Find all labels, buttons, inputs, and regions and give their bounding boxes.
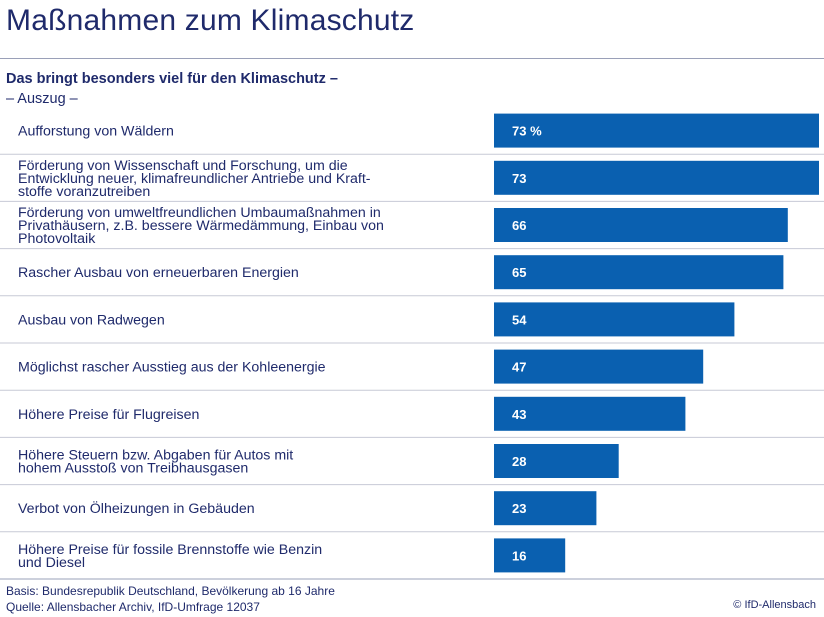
- bar-value-label: 16: [512, 548, 526, 563]
- bar: [494, 160, 819, 195]
- category-label: Möglichst rascher Ausstieg aus der Kohle…: [18, 360, 326, 376]
- bar-value-label: 47: [512, 360, 526, 375]
- bar-value-label: 23: [512, 501, 526, 516]
- basis-note: Basis: Bundesrepublik Deutschland, Bevöl…: [6, 584, 335, 598]
- copyright-credit: © IfD-Allensbach: [733, 599, 816, 611]
- chart-footer: Basis: Bundesrepublik Deutschland, Bevöl…: [6, 584, 335, 615]
- bar: [494, 396, 686, 431]
- category-label: Höhere Steuern bzw. Abgaben für Autos mi…: [18, 448, 293, 477]
- bar-value-label: 66: [512, 218, 526, 233]
- bar-value-label: 43: [512, 407, 526, 422]
- bar: [494, 538, 566, 573]
- title-divider: [0, 58, 824, 59]
- excerpt-note: – Auszug –: [6, 91, 78, 107]
- bar: [494, 208, 788, 242]
- category-label: Rascher Ausbau von erneuerbaren Energien: [18, 265, 299, 281]
- category-label: Höhere Preise für fossile Brennstoffe wi…: [18, 542, 322, 571]
- bar: [494, 113, 819, 148]
- category-label: Förderung von umweltfreundlichen Umbauma…: [18, 205, 384, 247]
- bar: [494, 349, 704, 384]
- bar: [494, 255, 784, 290]
- bar-value-label: 54: [512, 312, 527, 327]
- category-label: Ausbau von Radwegen: [18, 312, 165, 328]
- chart-subtitle: Das bringt besonders viel für den Klimas…: [6, 71, 338, 87]
- chart-title: Maßnahmen zum Klimaschutz: [6, 4, 415, 37]
- category-label: Verbot von Ölheizungen in Gebäuden: [18, 499, 255, 517]
- bar: [494, 444, 619, 478]
- category-label: Aufforstung von Wäldern: [18, 124, 174, 140]
- category-label: Höhere Preise für Flugreisen: [18, 407, 199, 423]
- bar-value-label: 65: [512, 265, 526, 280]
- bar: [494, 302, 735, 337]
- category-label: Förderung von Wissenschaft und Forschung…: [18, 158, 371, 200]
- bar-value-label: 73 %: [512, 124, 542, 139]
- source-note: Quelle: Allensbacher Archiv, IfD-Umfrage…: [6, 599, 260, 614]
- bar-value-label: 28: [512, 454, 526, 469]
- bar-value-label: 73: [512, 171, 526, 186]
- bar: [494, 491, 597, 526]
